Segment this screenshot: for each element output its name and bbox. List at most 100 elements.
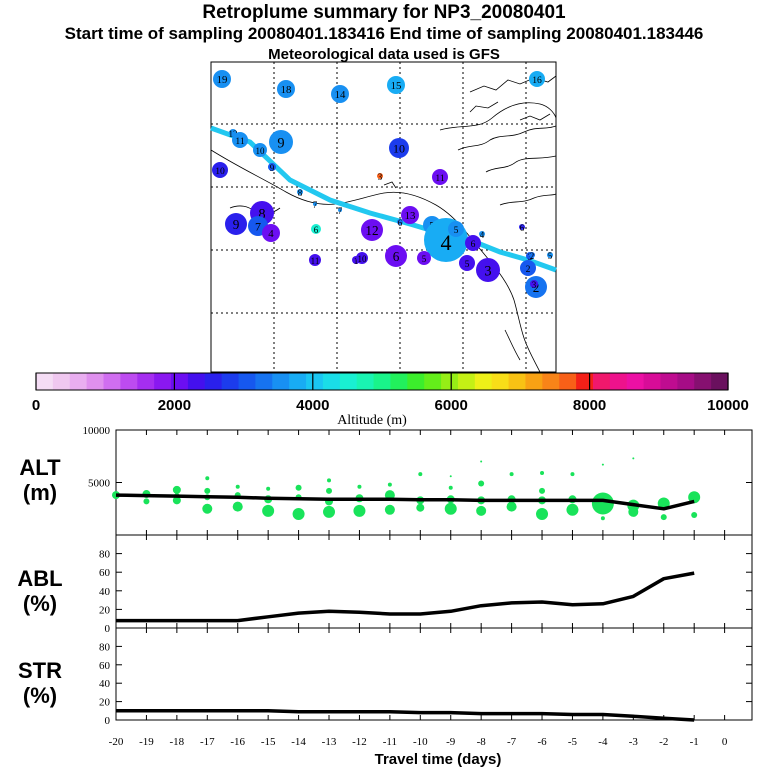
sampling-time-subtitle: Start time of sampling 20080401.183416 E… [64,24,704,43]
plume-bubble [297,189,303,195]
plume-bubble-label: 7 [255,220,261,234]
altitude-point [632,457,635,460]
x-tick-label: -16 [230,736,245,748]
colorbar-swatch [120,373,138,390]
plume-bubble-label: 19 [217,74,228,86]
altitude-point [506,501,517,512]
y-axis-label: STR [18,658,62,683]
map-grid [211,62,556,372]
alt-panel: 5000 10000 ALT(m) [19,425,753,536]
plume-bubble [377,173,383,179]
plume-bubble [459,255,475,271]
altitude-point [326,487,333,494]
plume-bubble [268,163,276,171]
altitude-point [566,503,579,516]
colorbar-tick-labels: 0 2000 4000 6000 8000 10000 [32,397,749,414]
colorbar-tick-label: 10000 [707,397,749,414]
x-tick-label: -11 [383,736,397,748]
y-tick-label: 80 [99,549,111,561]
plume-bubble-label: 16 [532,75,542,86]
plume-bubble [387,76,405,94]
plume-bubble [547,252,553,258]
plume-bubble [361,219,383,241]
colorbar-swatch [255,373,273,390]
plume-bubble [269,130,293,154]
colorbar-swatch [52,373,71,390]
colorbar-swatch [154,373,172,390]
altitude-point [266,486,271,491]
altitude-point [172,485,181,494]
altitude-point [628,506,639,517]
plume-bubble-label: 12 [365,223,378,238]
plume-bubble [389,138,409,158]
colorbar-swatch [576,373,594,390]
colorbar-swatch [441,373,459,390]
colorbar-swatch [103,373,121,390]
colorbar-swatch [626,373,645,390]
colorbar-swatch [609,373,628,390]
colorbar-swatch [508,373,527,390]
map-bubbles: 1918141516121110910109311877897461261354… [212,70,553,298]
plume-bubble-label: 3 [378,172,383,182]
plume-bubble-label: 6 [398,218,403,228]
plume-bubble [529,71,545,87]
colorbar-swatch [457,373,476,390]
plume-bubble [311,224,321,234]
x-tick-label: -17 [200,736,215,748]
plume-bubble-label: 9 [233,217,240,232]
plume-bubble-label: 3 [532,280,537,290]
colorbar-swatch [187,373,206,390]
x-tick-label: -1 [690,736,699,748]
y-axis-label: ABL [17,566,62,591]
plume-bubble [479,231,485,237]
x-tick-label: -8 [477,736,487,748]
colorbar-tick-label: 8000 [573,397,606,414]
plume-bubble-label: 11 [311,256,320,266]
colorbar-swatch [559,373,577,390]
y-tick-label: 20 [99,697,111,709]
plume-bubble-label: 1 [354,256,359,266]
colorbar-swatch [373,373,392,390]
altitude-point [591,492,614,515]
plume-bubble-label: 4 [480,230,485,240]
y-tick-label: 40 [99,678,111,690]
plume-bubble-label: 3 [484,263,491,279]
altitude-point [418,472,423,477]
colorbar-swatch [171,373,189,390]
altitude-point [449,475,452,478]
altitude-point [448,485,453,490]
plume-bubble [417,251,431,265]
plume-bubble-label: 5 [454,225,459,236]
colorbar-swatch [660,373,678,390]
colorbar-tick-label: 4000 [296,397,329,414]
y-axis-unit: (m) [23,480,57,505]
plume-bubble-label: 8 [298,188,303,198]
altitude-point [444,502,457,515]
colorbar-swatch [711,373,729,390]
altitude-point [205,476,210,481]
x-tick-label: -19 [139,736,154,748]
plume-bubble-label: 6 [471,239,476,250]
y-tick-label: 0 [105,715,111,727]
altitude-point [384,504,395,515]
plume-bubble-label: 4 [268,228,274,240]
altitude-point [691,512,698,519]
colorbar-swatch [306,373,324,390]
plume-bubble-label: 5 [465,259,470,270]
plume-bubble [212,162,228,178]
colorbar-swatch [69,373,88,390]
altitude-point [262,504,275,517]
x-tick-label: -14 [291,736,306,748]
colorbar-swatch [289,373,307,390]
plume-bubble-label: 13 [405,210,416,222]
plume-bubble [253,143,267,157]
colorbar-swatch [86,373,105,390]
meteorological-data-note: Meteorological data used is GFS [268,46,500,63]
y-axis-unit: (%) [23,683,57,708]
plume-bubble [432,169,448,185]
altitude-point [416,503,425,512]
str-series-line [116,709,695,722]
altitude-point [357,484,362,489]
